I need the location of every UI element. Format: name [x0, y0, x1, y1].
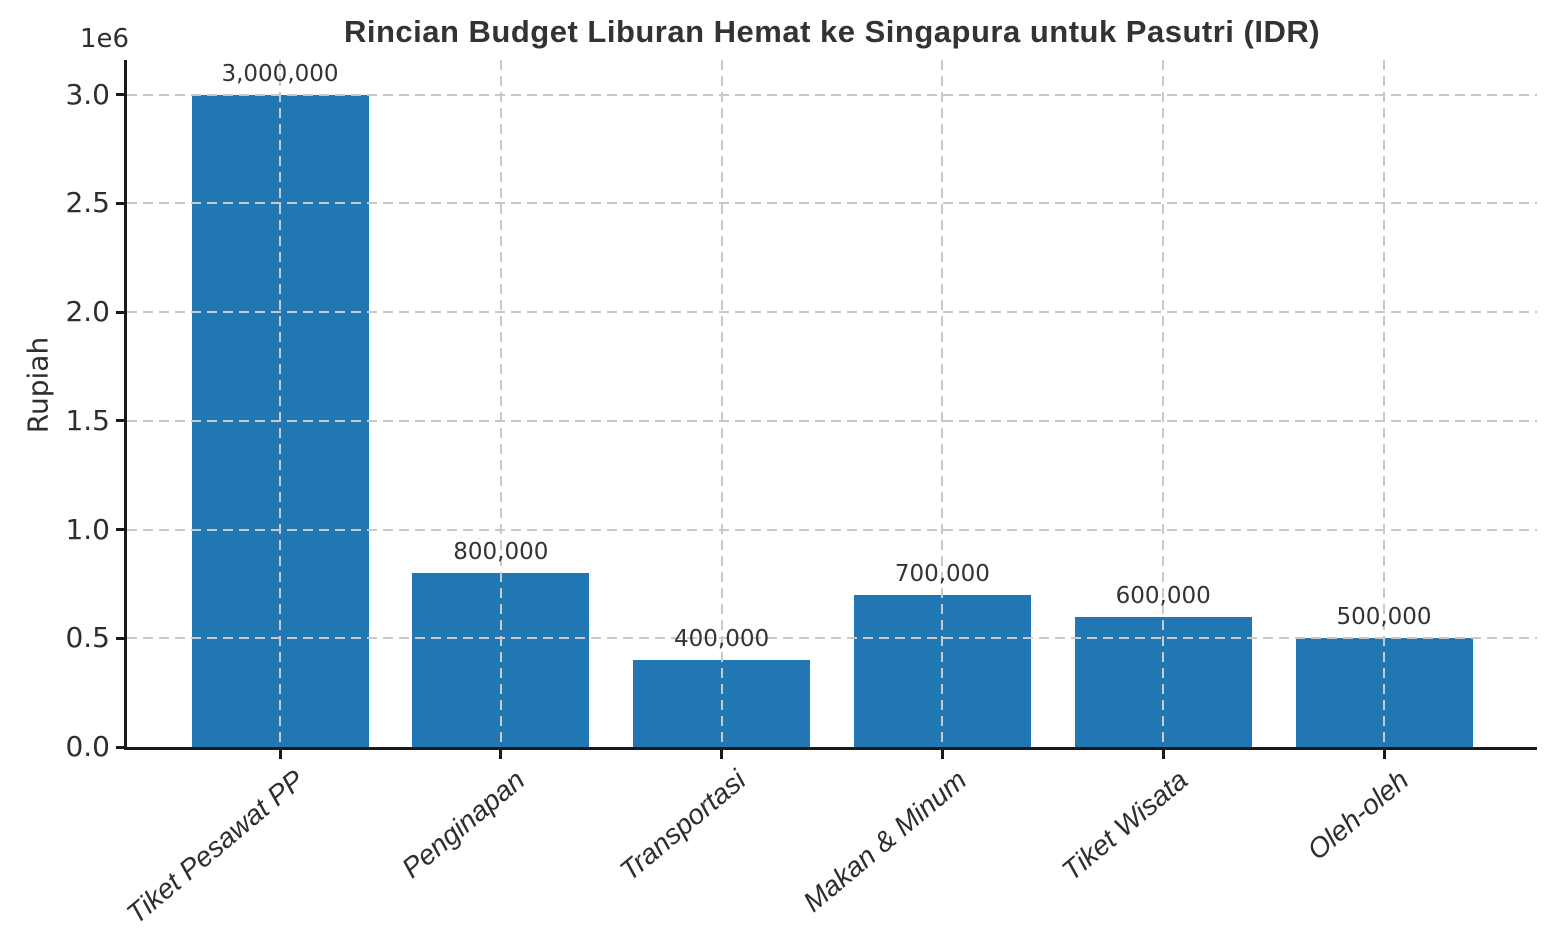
y-tick-mark: [116, 419, 124, 423]
x-tick-label: Penginapan: [396, 764, 531, 884]
vertical-gridline: [941, 60, 944, 747]
y-tick-label: 1.0: [65, 512, 110, 546]
horizontal-gridline: [127, 311, 1537, 314]
x-tick-mark: [1161, 750, 1165, 759]
horizontal-gridline: [127, 419, 1537, 422]
y-tick-mark: [116, 528, 124, 532]
bar-value-label: 500,000: [1336, 604, 1432, 631]
y-tick-mark: [116, 310, 124, 314]
y-tick-mark: [116, 201, 124, 205]
x-tick-mark: [278, 750, 282, 759]
x-tick-mark: [1382, 750, 1386, 759]
y-tick-mark: [116, 745, 124, 749]
vertical-gridline: [1162, 60, 1165, 747]
plot-area: 3,000,000 800,000 400,000 700,000 600,000 500…: [127, 60, 1537, 747]
bar-value-label: 700,000: [894, 560, 990, 587]
horizontal-gridline: [127, 528, 1537, 531]
vertical-gridline: [499, 60, 502, 747]
horizontal-gridline: [127, 93, 1537, 96]
y-tick-label: 1.5: [65, 403, 110, 437]
y-tick-label: 2.0: [65, 295, 110, 329]
x-tick-mark: [499, 750, 503, 759]
y-axis-offset-label: 1e6: [80, 24, 130, 54]
horizontal-gridline: [127, 637, 1537, 640]
x-tick-label: Transportasi: [613, 764, 752, 887]
y-tick-mark: [116, 636, 124, 640]
x-tick-label: Tiket Pesawat PP: [120, 764, 310, 930]
bar-value-label: 400,000: [674, 626, 770, 653]
bar-value-label: 800,000: [453, 539, 549, 566]
y-tick-label: 3.0: [65, 77, 110, 111]
y-tick-mark: [116, 93, 124, 97]
y-tick-label: 0.5: [65, 621, 110, 655]
vertical-gridline: [279, 60, 281, 747]
vertical-gridline: [1383, 60, 1385, 747]
x-tick-mark: [720, 750, 724, 759]
x-tick-label: Oleh-oleh: [1300, 764, 1414, 866]
y-axis-spine: [124, 60, 127, 750]
x-tick-label: Tiket Wisata: [1055, 764, 1194, 887]
bar-value-label: 3,000,000: [221, 60, 339, 87]
bar-value-label: 600,000: [1115, 582, 1211, 609]
x-tick-mark: [940, 750, 944, 759]
y-tick-label: 2.5: [65, 186, 110, 220]
horizontal-gridline: [127, 202, 1537, 205]
y-tick-label: 0.0: [65, 730, 110, 763]
vertical-gridline: [720, 60, 723, 747]
x-tick-label: Makan & Minum: [797, 764, 973, 918]
chart-title: Rincian Budget Liburan Hemat ke Singapur…: [343, 14, 1321, 49]
x-axis-spine: [124, 747, 1537, 750]
